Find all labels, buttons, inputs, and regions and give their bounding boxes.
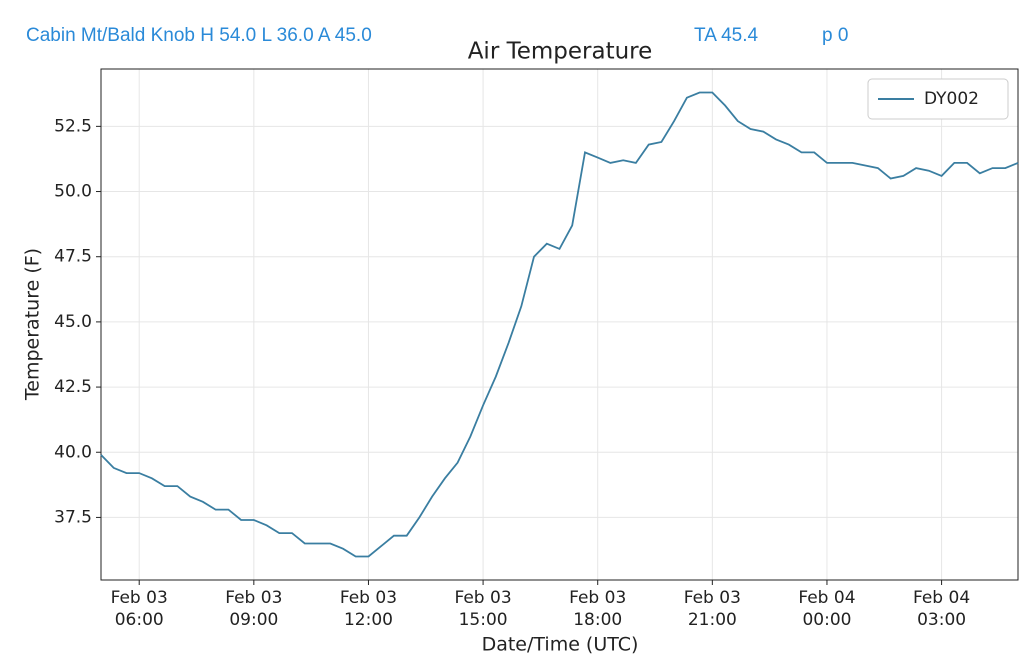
chart-title: Air Temperature: [468, 39, 653, 65]
y-tick-label: 37.5: [54, 507, 92, 527]
data-line: [100, 91, 1019, 558]
legend-label: DY002: [924, 89, 979, 109]
y-tick-label: 52.5: [54, 116, 92, 136]
y-axis-label: Temperature (F): [22, 248, 44, 401]
y-tick-label: 50.0: [54, 182, 92, 202]
y-tick-label: 40.0: [54, 442, 92, 462]
x-axis-label: Date/Time (UTC): [482, 634, 639, 656]
plot-frame: [100, 68, 1019, 581]
x-tick-label: Feb 03 09:00: [225, 588, 283, 630]
y-tick-label: 45.0: [54, 312, 92, 332]
legend-box: [867, 78, 1009, 120]
x-tick-label: Feb 03 21:00: [683, 588, 741, 630]
ta-value: TA 45.4: [694, 25, 759, 46]
x-tick-label: Feb 03 06:00: [110, 588, 168, 630]
p-value: p 0: [822, 25, 849, 46]
x-tick-label: Feb 03 15:00: [454, 588, 512, 630]
x-tick-label: Feb 03 12:00: [339, 588, 398, 630]
x-tick-label: Feb 04 00:00: [798, 588, 856, 630]
x-tick-label: Feb 04 03:00: [913, 588, 971, 630]
x-tick-label: Feb 03 18:00: [569, 588, 627, 630]
y-tick-label: 42.5: [54, 377, 92, 397]
station-summary: Cabin Mt/Bald Knob H 54.0 L 36.0 A 45.0: [26, 25, 372, 46]
y-tick-label: 47.5: [54, 247, 92, 267]
